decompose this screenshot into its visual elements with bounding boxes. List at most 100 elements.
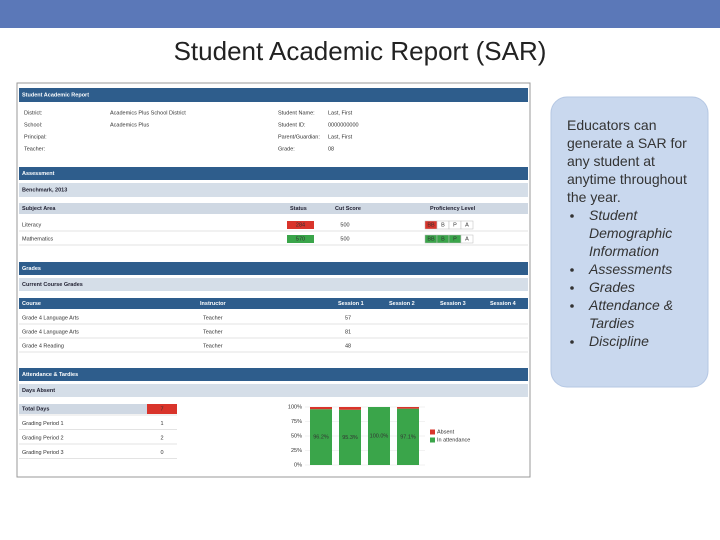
table-header bbox=[19, 298, 528, 309]
label: P bbox=[453, 222, 457, 228]
bullet-dot bbox=[570, 286, 574, 290]
bar-label: 97.1% bbox=[400, 434, 416, 440]
status-cell bbox=[287, 235, 314, 243]
label: Mathematics bbox=[22, 236, 53, 242]
label: Grades bbox=[22, 266, 41, 272]
level-cell bbox=[460, 234, 474, 244]
callout-text: Discipline bbox=[589, 333, 649, 349]
label: Last, First bbox=[328, 134, 353, 140]
total-row bbox=[19, 404, 177, 414]
y-tick-label: 100% bbox=[288, 404, 302, 410]
top-band bbox=[0, 0, 720, 28]
callout-box bbox=[550, 96, 709, 388]
slide-title: Student Academic Report (SAR) bbox=[174, 36, 547, 66]
label: Attendance & Tardies bbox=[22, 372, 78, 378]
label: Cut Score bbox=[335, 206, 361, 212]
label: Subject Area bbox=[22, 206, 56, 212]
label: BB bbox=[427, 236, 435, 242]
bar-segment bbox=[339, 409, 361, 465]
label: Last, First bbox=[328, 110, 353, 116]
callout-text: Student Demographic Information bbox=[589, 207, 672, 259]
label: Instructor bbox=[200, 301, 227, 307]
bar-label: 96.2% bbox=[313, 435, 329, 441]
bar-segment bbox=[339, 407, 361, 410]
bar-label: 100.0% bbox=[370, 433, 389, 439]
label: Status bbox=[290, 206, 307, 212]
y-tick-label: 0% bbox=[294, 462, 302, 468]
label: 48 bbox=[345, 343, 351, 349]
section-bar bbox=[19, 88, 528, 102]
label: School: bbox=[24, 122, 43, 128]
label: A bbox=[465, 222, 469, 228]
label: Current Course Grades bbox=[22, 282, 83, 288]
label: Student Academic Report bbox=[22, 92, 89, 98]
label: 0 bbox=[160, 450, 163, 456]
bar-segment bbox=[368, 407, 390, 465]
label: 57 bbox=[345, 315, 351, 321]
callout-text: Educators can generate a SAR for any stude… bbox=[567, 117, 687, 205]
section-bar bbox=[19, 262, 528, 275]
label: 500 bbox=[340, 222, 349, 228]
label: B bbox=[441, 222, 445, 228]
label: Proficiency Level bbox=[430, 206, 476, 212]
level-cell bbox=[460, 220, 474, 230]
label: Days Absent bbox=[22, 388, 55, 394]
y-tick-label: 50% bbox=[291, 433, 302, 439]
label: Benchmark, 2013 bbox=[22, 187, 67, 193]
label: Teacher bbox=[203, 343, 223, 349]
y-tick-label: 25% bbox=[291, 448, 302, 454]
label: 0000000000 bbox=[328, 122, 359, 128]
label: Academics Plus bbox=[110, 122, 149, 128]
label: Session 1 bbox=[338, 301, 364, 307]
label: Teacher bbox=[203, 315, 223, 321]
label: Principal: bbox=[24, 134, 47, 140]
bar-segment bbox=[310, 407, 332, 410]
label: Teacher: bbox=[24, 146, 46, 152]
label: Literacy bbox=[22, 222, 42, 228]
subsection-bar bbox=[19, 384, 528, 397]
label: 1 bbox=[160, 421, 163, 427]
label: B bbox=[441, 236, 445, 242]
subsection-bar bbox=[19, 183, 528, 197]
section-bar bbox=[19, 167, 528, 180]
bar-label: 95.3% bbox=[342, 435, 358, 441]
callout-text: Grades bbox=[589, 279, 635, 295]
label: Teacher bbox=[203, 329, 223, 335]
label: Student ID: bbox=[278, 122, 306, 128]
label: 570 bbox=[296, 236, 305, 242]
label: BB bbox=[427, 222, 435, 228]
section-bar bbox=[19, 368, 528, 381]
label: 500 bbox=[340, 236, 349, 242]
label: 2 bbox=[160, 435, 163, 441]
label: 284 bbox=[296, 222, 305, 228]
bullet-dot bbox=[570, 268, 574, 272]
label: Grade: bbox=[278, 146, 295, 152]
legend-label: In attendance bbox=[437, 437, 470, 443]
label: Total Days bbox=[22, 406, 49, 412]
label: Grading Period 1 bbox=[22, 421, 64, 427]
label: 08 bbox=[328, 146, 334, 152]
label: Grading Period 2 bbox=[22, 435, 64, 441]
label: P bbox=[453, 236, 457, 242]
bar-segment bbox=[397, 407, 419, 409]
label: Session 2 bbox=[389, 301, 415, 307]
bar-segment bbox=[397, 408, 419, 465]
legend-label: Absent bbox=[437, 429, 455, 435]
callout-text: Assessments bbox=[588, 261, 672, 277]
label: Session 4 bbox=[490, 301, 517, 307]
label: Parent/Guardian: bbox=[278, 134, 320, 140]
label: Grade 4 Reading bbox=[22, 343, 64, 349]
legend-swatch bbox=[430, 437, 435, 443]
label: Academics Plus School District bbox=[110, 110, 186, 116]
subsection-bar bbox=[19, 278, 528, 291]
bullet-dot bbox=[570, 304, 574, 308]
label: Grade 4 Language Arts bbox=[22, 315, 79, 321]
label: Course bbox=[22, 301, 41, 307]
label: District: bbox=[24, 110, 43, 116]
label: Assessment bbox=[22, 171, 55, 177]
label: 81 bbox=[345, 329, 351, 335]
label: Session 3 bbox=[440, 301, 466, 307]
label: Grade 4 Language Arts bbox=[22, 329, 79, 335]
table-header bbox=[19, 203, 528, 214]
